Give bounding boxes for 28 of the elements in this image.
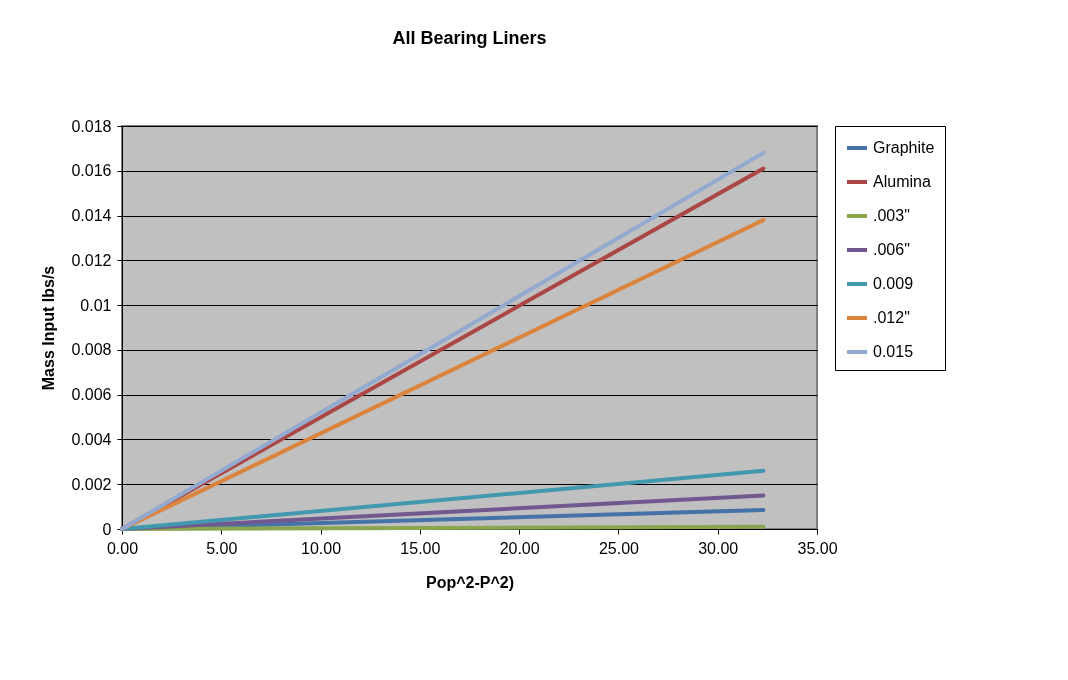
x-tick-label: 0.00	[106, 539, 139, 557]
legend-label: Alumina	[873, 173, 931, 190]
x-tick-label: 30.00	[698, 539, 739, 557]
x-tick-label: 25.00	[598, 539, 640, 557]
x-tick-label: 20.00	[499, 539, 540, 557]
y-tick-label: 0.016	[71, 162, 112, 180]
legend-label: .012"	[873, 309, 910, 326]
legend-label: 0.015	[873, 343, 914, 360]
x-axis-title: Pop^2-P^2)	[425, 573, 515, 591]
y-tick-label: 0.018	[71, 117, 112, 135]
y-tick-label: 0.004	[71, 430, 112, 448]
y-tick-label: 0.006	[71, 386, 112, 404]
y-axis-title: Mass Input lbs/s	[40, 265, 58, 391]
legend-label: 0.009	[873, 275, 914, 292]
y-tick-label: 0	[102, 520, 112, 538]
y-tick-label: 0.012	[71, 251, 112, 269]
y-tick-label: 0.008	[71, 341, 112, 359]
x-tick-label: 10.00	[301, 539, 342, 557]
y-tick-label: 0.014	[71, 207, 112, 225]
y-tick-label: 0.01	[80, 296, 112, 314]
legend-label: Graphite	[873, 139, 935, 156]
chart-title: All Bearing Liners	[392, 28, 547, 48]
y-tick-label: 0.002	[71, 475, 112, 493]
x-tick-label: 35.00	[797, 539, 838, 557]
x-tick-label: 5.00	[206, 539, 238, 557]
x-tick-label: 15.00	[400, 539, 441, 557]
legend-label: .006"	[873, 241, 910, 258]
legend-label: .003"	[873, 207, 910, 224]
